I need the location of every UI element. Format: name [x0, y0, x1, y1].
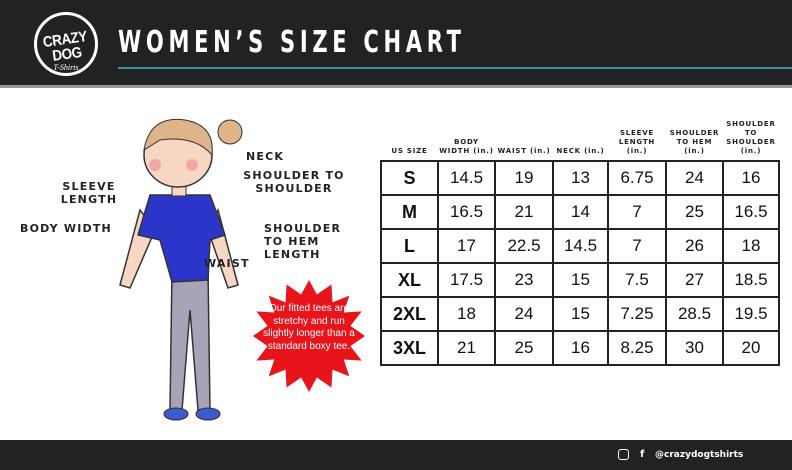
value-cell: 8.25 — [607, 330, 667, 366]
value-cell: 24 — [494, 296, 554, 332]
value-cell: 16.5 — [722, 194, 780, 230]
value-cell: 7 — [607, 228, 667, 264]
value-cell: 13 — [552, 160, 609, 196]
size-cell: L — [380, 228, 439, 264]
value-cell: 18 — [722, 228, 780, 264]
girl-illustration — [119, 118, 243, 421]
value-cell: 26 — [665, 228, 724, 264]
header — [0, 0, 792, 85]
value-cell: 21 — [437, 330, 496, 366]
value-cell: 20 — [722, 330, 780, 366]
value-cell: 7.25 — [607, 296, 667, 332]
value-cell: 16 — [552, 330, 609, 366]
value-cell: 30 — [665, 330, 724, 366]
logo: CRAZY DOG T-Shirts — [34, 12, 98, 76]
size-cell: XL — [380, 262, 439, 298]
value-cell: 7.5 — [607, 262, 667, 298]
value-cell: 14.5 — [437, 160, 496, 196]
value-cell: 15 — [552, 262, 609, 298]
size-cell: M — [380, 194, 439, 230]
divider — [0, 85, 792, 88]
value-cell: 18.5 — [722, 262, 780, 298]
col-header: SLEEVE LENGTH (in.) — [618, 129, 656, 155]
accent-line — [118, 67, 792, 69]
col-header: SHOULDER TO SHOULDER (in.) — [726, 120, 776, 155]
facebook-icon[interactable]: f — [640, 449, 645, 460]
value-cell: 19.5 — [722, 296, 780, 332]
value-cell: 24 — [665, 160, 724, 196]
col-header: US SIZE — [391, 147, 428, 155]
size-cell: S — [380, 160, 439, 196]
size-cell: 2XL — [380, 296, 439, 332]
value-cell: 17.5 — [437, 262, 496, 298]
value-cell: 16.5 — [437, 194, 496, 230]
label-sleeve-length: SLEEVE LENGTH — [60, 180, 118, 206]
footer — [0, 440, 792, 470]
value-cell: 27 — [665, 262, 724, 298]
label-body-width: BODY WIDTH — [20, 222, 112, 235]
value-cell: 25 — [494, 330, 554, 366]
fit-note: Our fitted tees are stretchy and run sli… — [263, 303, 355, 352]
value-cell: 14.5 — [552, 228, 609, 264]
social-handle[interactable]: @crazydogtshirts — [655, 450, 744, 460]
label-shoulder-to-hem: SHOULDER TO HEM LENGTH — [264, 222, 342, 261]
size-cell: 3XL — [380, 330, 439, 366]
starburst-badge — [253, 280, 365, 392]
value-cell: 15 — [552, 296, 609, 332]
table-row: L 17 22.5 14.5 7 26 18 — [380, 228, 780, 264]
value-cell: 18 — [437, 296, 496, 332]
table-row: 2XL 18 24 15 7.25 28.5 19.5 — [380, 296, 780, 332]
value-cell: 16 — [722, 160, 780, 196]
size-table: US SIZE BODY WIDTH (in.) WAIST (in.) NEC… — [380, 120, 780, 366]
value-cell: 7 — [607, 194, 667, 230]
value-cell: 28.5 — [665, 296, 724, 332]
instagram-icon[interactable] — [618, 449, 629, 460]
value-cell: 21 — [494, 194, 554, 230]
col-header: BODY WIDTH (in.) — [439, 138, 494, 155]
col-header: NECK (in.) — [556, 147, 605, 155]
label-shoulder-to-shoulder: SHOULDER TO SHOULDER — [243, 169, 345, 195]
label-waist: WAIST — [204, 257, 250, 270]
table-row: 3XL 21 25 16 8.25 30 20 — [380, 330, 780, 366]
col-header: WAIST (in.) — [497, 147, 551, 155]
value-cell: 19 — [494, 160, 554, 196]
table-row: XL 17.5 23 15 7.5 27 18.5 — [380, 262, 780, 298]
table-row: M 16.5 21 14 7 25 16.5 — [380, 194, 780, 230]
page-title: WOMEN’S SIZE CHART — [118, 25, 466, 60]
label-neck: NECK — [246, 150, 285, 163]
value-cell: 6.75 — [607, 160, 667, 196]
value-cell: 25 — [665, 194, 724, 230]
value-cell: 14 — [552, 194, 609, 230]
value-cell: 23 — [494, 262, 554, 298]
value-cell: 22.5 — [494, 228, 554, 264]
col-header: SHOULDER TO HEM (in.) — [669, 129, 720, 155]
value-cell: 17 — [437, 228, 496, 264]
table-row: S 14.5 19 13 6.75 24 16 — [380, 160, 780, 196]
